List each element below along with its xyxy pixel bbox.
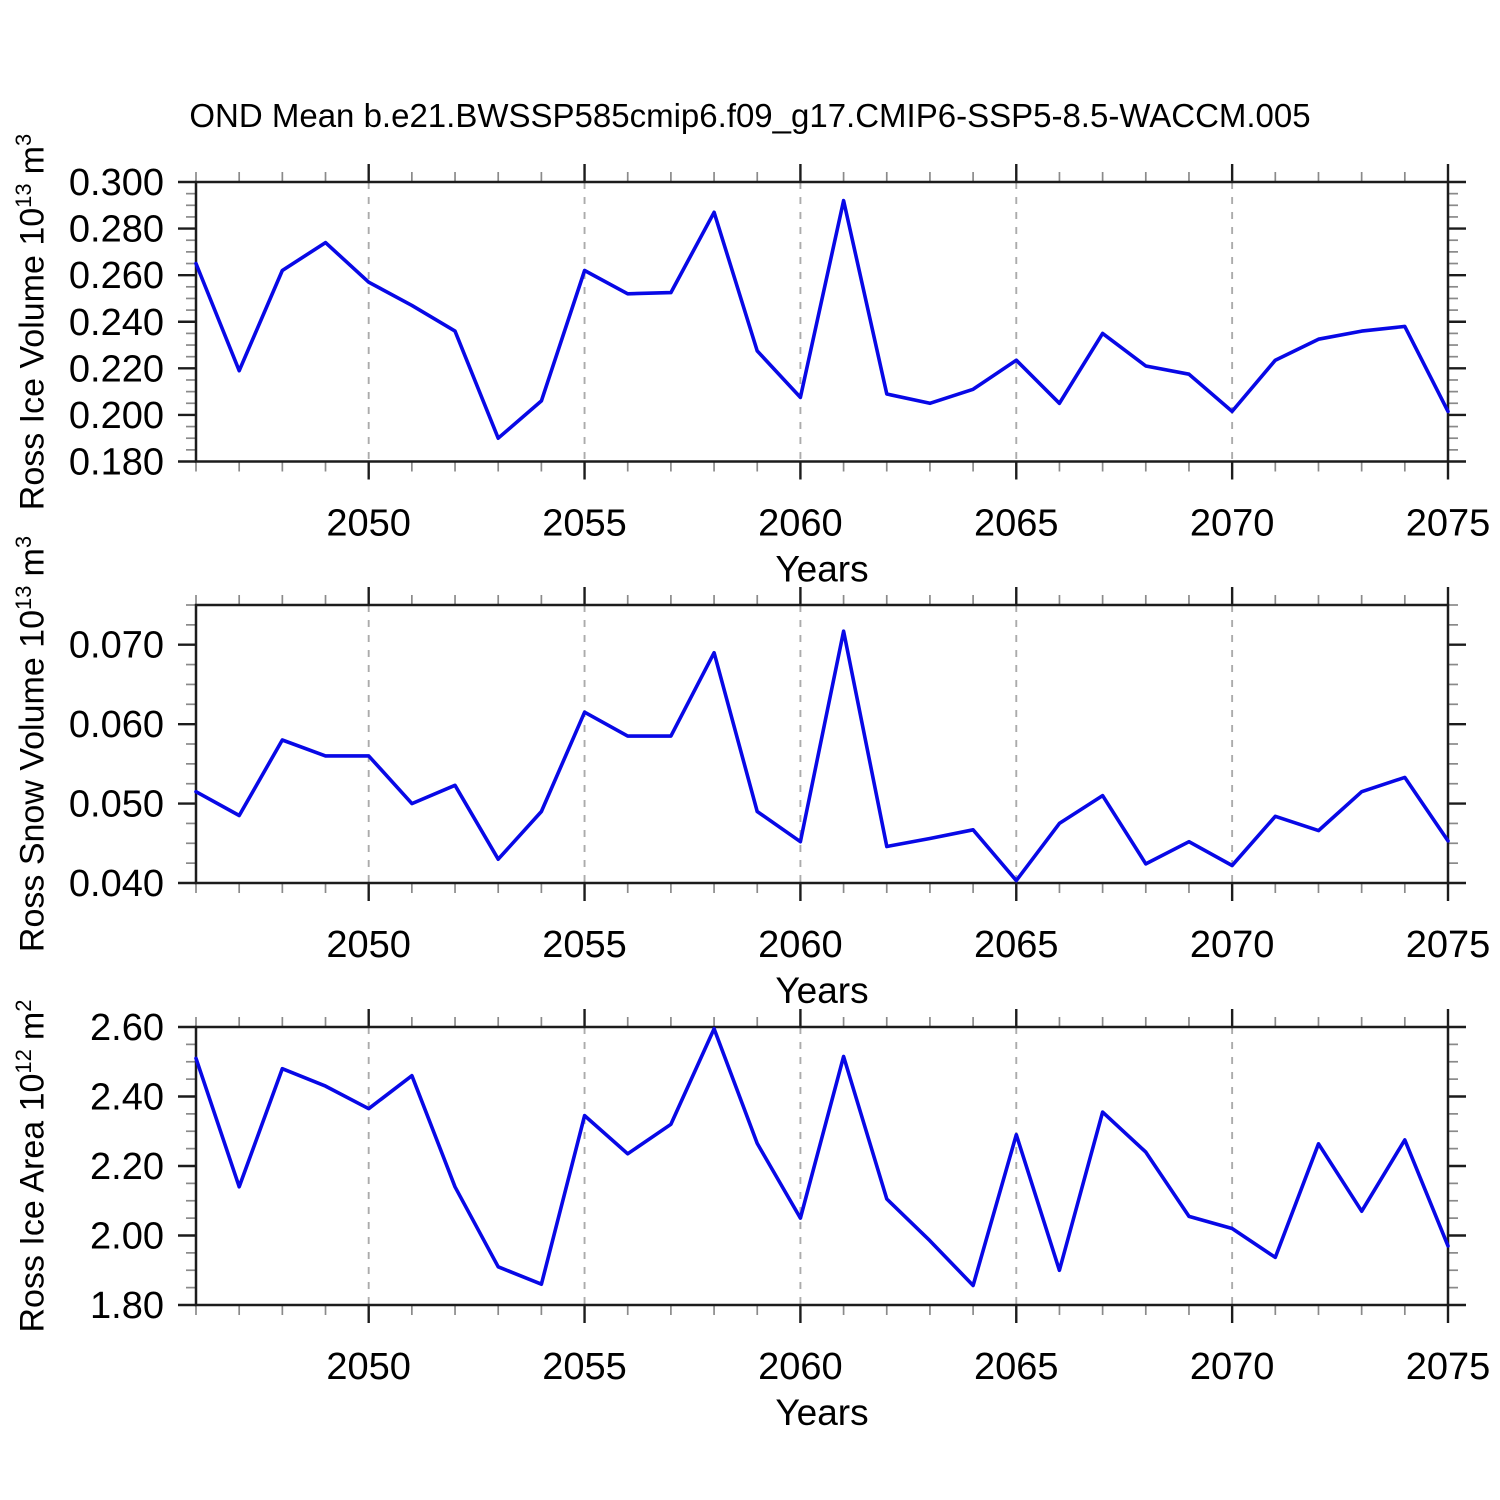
y-tick-label: 0.040 <box>69 863 164 905</box>
x-tick-label: 2055 <box>542 1346 627 1388</box>
x-tick-label: 2070 <box>1190 1346 1275 1388</box>
x-tick-label: 2055 <box>542 924 627 966</box>
y-tick-label: 2.00 <box>90 1216 164 1258</box>
y-tick-label: 1.80 <box>90 1285 164 1327</box>
x-tick-label: 2050 <box>326 503 411 545</box>
x-tick-label: 2065 <box>974 503 1059 545</box>
data-line-ross-ice-area <box>194 1026 1450 1288</box>
x-axis-title: Years <box>775 1392 868 1433</box>
x-tick-label: 2055 <box>542 503 627 545</box>
x-tick-label: 2075 <box>1406 924 1491 966</box>
y-tick-label: 0.220 <box>69 348 164 390</box>
chart-ross-snow-volume: 0.040 0.050 0.060 0.070 2050 2055 2060 2065 2070… <box>69 587 1490 1011</box>
x-tick-label: 2075 <box>1406 1346 1491 1388</box>
y-tick-label: 2.40 <box>90 1077 164 1119</box>
y-tick-label: 0.260 <box>69 255 164 297</box>
x-tick-label: 2070 <box>1190 503 1275 545</box>
x-tick-label: 2065 <box>974 924 1059 966</box>
plot-frame <box>194 180 1450 463</box>
y-tick-label: 0.240 <box>69 302 164 344</box>
x-tick-label: 2060 <box>758 1346 843 1388</box>
x-tick-label: 2065 <box>974 1346 1059 1388</box>
y-tick-label: 0.200 <box>69 395 164 437</box>
x-tick-label: 2075 <box>1406 503 1491 545</box>
x-tick-label: 2050 <box>326 924 411 966</box>
x-tick-label: 2060 <box>758 503 843 545</box>
y-tick-label: 2.20 <box>90 1146 164 1188</box>
x-axis-title: Years <box>775 970 868 1011</box>
y-tick-label: 0.280 <box>69 209 164 251</box>
plot-frame <box>194 1025 1450 1307</box>
y-tick-label: 0.300 <box>69 162 164 204</box>
x-tick-label: 2050 <box>326 1346 411 1388</box>
y-tick-label: 0.060 <box>69 704 164 746</box>
data-line-ross-snow-volume <box>194 629 1450 883</box>
x-tick-label: 2060 <box>758 924 843 966</box>
x-tick-label: 2070 <box>1190 924 1275 966</box>
y-tick-label: 0.070 <box>69 625 164 667</box>
y-tick-label: 0.180 <box>69 442 164 484</box>
chart-ross-ice-area: 1.80 2.00 2.20 2.40 2.60 2050 2055 2060 2065 2070… <box>90 1007 1490 1433</box>
data-line-ross-ice-volume <box>194 198 1450 441</box>
y-tick-label: 2.60 <box>90 1007 164 1049</box>
x-axis-title: Years <box>775 549 868 590</box>
figure-title: OND Mean b.e21.BWSSP585cmip6.f09_g17.CMI… <box>189 97 1311 134</box>
y-tick-label: 0.050 <box>69 784 164 826</box>
plot-frame <box>194 603 1450 885</box>
